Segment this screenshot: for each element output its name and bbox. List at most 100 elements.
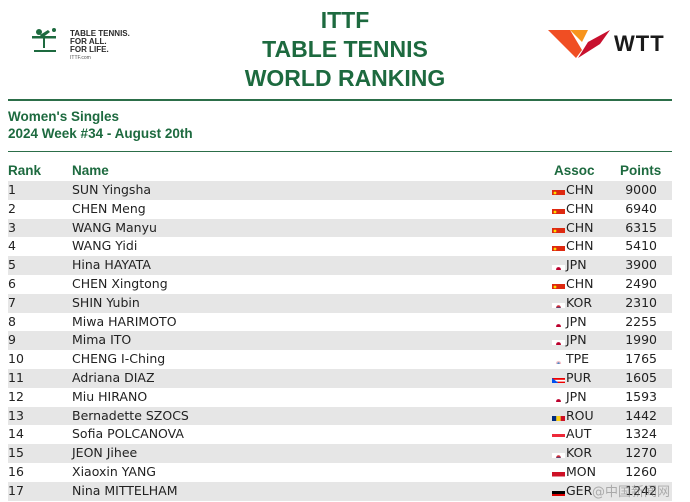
name-cell: CHENG I-Ching: [72, 351, 166, 367]
assoc-cell: KOR: [566, 445, 593, 461]
rank-cell: 10: [8, 351, 24, 367]
points-cell: 1324: [625, 426, 657, 442]
rank-cell: 1: [8, 182, 16, 197]
rank-cell: 17: [8, 482, 24, 498]
name-cell: WANG Manyu: [72, 219, 157, 235]
watermark: @中国新闻网: [591, 485, 670, 500]
name-cell: CHEN Meng: [72, 200, 146, 216]
rank-cell: 4: [8, 238, 16, 254]
name-cell: Mima ITO: [72, 332, 132, 348]
table-row: 11 Adriana DIAZ PUR 1605: [8, 368, 672, 388]
points-cell: 1270: [625, 445, 657, 461]
rank-cell: 7: [8, 294, 16, 310]
rank-cell: 15: [8, 445, 24, 461]
ittf-tagline: TABLE TENNIS. FOR ALL. FOR LIFE.: [70, 29, 130, 54]
points-cell: 1990: [625, 332, 657, 348]
table-row: 6 CHEN Xingtong CHN 2490: [8, 275, 672, 294]
jp-flag-icon: [552, 336, 565, 346]
points-cell: 1242: [625, 482, 657, 498]
table-row: 17 Nina MITTELHAM GER 1242: [8, 481, 672, 501]
name-cell: Sofia POLCANOVA: [72, 426, 184, 442]
points-cell: 2255: [625, 313, 657, 329]
header-divider: [8, 99, 672, 101]
ro-flag-icon: [552, 412, 565, 421]
ittf-paddle-icon: [32, 28, 56, 52]
rank-cell: 16: [8, 463, 24, 479]
table-row: 10 CHENG I-Ching TPE 1765: [8, 350, 672, 369]
pr-flag-icon: [552, 374, 565, 383]
points-cell: 3900: [625, 257, 657, 273]
table-row: 8 Miwa HARIMOTO JPN 2255: [8, 313, 672, 332]
assoc-cell: JPN: [566, 388, 587, 404]
points-cell: 2310: [625, 294, 657, 310]
name-cell: WANG Yidi: [72, 238, 138, 254]
name-cell: JEON Jihee: [72, 445, 138, 461]
points-cell: 1260: [625, 463, 657, 479]
table-row: 4 WANG Yidi CHN 5410: [8, 237, 672, 256]
ranking-table: 1 SUN Yingsha CHN 9000 2 CHEN Meng CHN 6940 3 WAN…: [8, 181, 672, 501]
col-header-points: Points: [620, 163, 662, 178]
table-row: 16 Xiaoxin YANG MON 1260: [8, 463, 672, 482]
name-cell: Adriana DIAZ: [72, 369, 155, 385]
name-cell: CHEN Xingtong: [72, 275, 168, 291]
col-header-name: Name: [72, 163, 109, 178]
points-cell: 5410: [625, 238, 657, 254]
points-cell: 9000: [625, 182, 657, 197]
kr-flag-icon: [552, 299, 565, 308]
tpe-flag-icon: [552, 355, 565, 365]
rank-cell: 8: [8, 313, 16, 329]
assoc-cell: GER: [566, 482, 593, 498]
assoc-cell: CHN: [566, 200, 594, 216]
table-row: 1 SUN Yingsha CHN 9000: [8, 181, 672, 200]
assoc-cell: JPN: [566, 332, 587, 348]
points-cell: 1605: [625, 369, 657, 385]
de-flag-icon: [552, 487, 565, 496]
assoc-cell: ROU: [566, 407, 594, 423]
assoc-cell: MON: [566, 463, 596, 479]
name-cell: SHIN Yubin: [72, 294, 140, 310]
rank-cell: 2: [8, 200, 16, 216]
page-title: ITTF TABLE TENNIS WORLD RANKING: [244, 7, 446, 91]
points-cell: 2490: [625, 275, 657, 291]
rank-cell: 14: [8, 426, 24, 442]
assoc-cell: TPE: [566, 351, 590, 367]
table-row: 2 CHEN Meng CHN 6940: [8, 200, 672, 219]
assoc-cell: CHN: [566, 182, 594, 197]
assoc-cell: PUR: [566, 369, 592, 385]
cn-flag-icon: [552, 224, 565, 233]
week-label: 2024 Week #34 - August 20th: [8, 126, 193, 141]
table-row: 15 JEON Jihee KOR 1270: [8, 444, 672, 463]
name-cell: Hina HAYATA: [72, 257, 151, 273]
assoc-cell: AUT: [566, 426, 592, 442]
col-header-rank: Rank: [8, 163, 42, 178]
category-label: Women's Singles: [8, 109, 119, 124]
jp-flag-icon: [552, 318, 565, 327]
ranking-subtitle: Women's Singles 2024 Week #34 - August 2…: [8, 108, 193, 142]
kr-flag-icon: [552, 449, 565, 459]
table-row: 9 Mima ITO JPN 1990: [8, 331, 672, 351]
cn-flag-icon: [552, 205, 565, 214]
rank-cell: 6: [8, 275, 16, 291]
assoc-cell: CHN: [566, 219, 594, 235]
header: TABLE TENNIS. FOR ALL. FOR LIFE. ITTF.co…: [0, 0, 690, 96]
table-row: 5 Hina HAYATA JPN 3900: [8, 256, 672, 275]
points-cell: 6940: [625, 200, 657, 216]
cn-flag-icon: [552, 280, 565, 289]
wtt-mark-icon: [548, 30, 610, 58]
name-cell: Nina MITTELHAM: [72, 482, 178, 498]
jp-flag-icon: [552, 393, 565, 402]
wtt-wordmark: WTT: [614, 31, 665, 56]
cn-flag-icon: [552, 186, 565, 195]
points-cell: 1442: [625, 407, 657, 423]
name-cell: Miu HIRANO: [72, 388, 148, 404]
rank-cell: 5: [8, 257, 16, 273]
rank-cell: 3: [8, 219, 16, 235]
rank-cell: 11: [8, 369, 24, 385]
points-cell: 1593: [625, 388, 657, 404]
assoc-cell: JPN: [566, 257, 587, 273]
cn-flag-icon: [552, 242, 565, 252]
name-cell: Bernadette SZOCS: [72, 407, 189, 423]
assoc-cell: CHN: [566, 238, 594, 254]
name-cell: SUN Yingsha: [72, 182, 152, 197]
points-cell: 6315: [625, 219, 657, 235]
